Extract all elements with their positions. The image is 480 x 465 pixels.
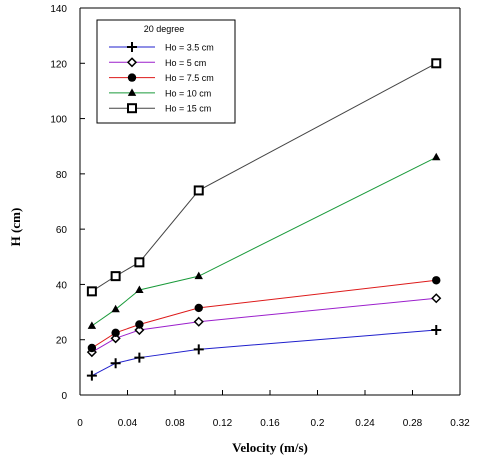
- data-point: [88, 321, 96, 329]
- data-point: [88, 344, 96, 352]
- x-tick-label: 0: [77, 418, 83, 429]
- legend-marker: [128, 104, 136, 112]
- x-axis-title: Velocity (m/s): [232, 440, 308, 455]
- data-point: [432, 59, 440, 67]
- y-tick-label: 0: [61, 391, 67, 402]
- y-tick-label: 60: [56, 225, 68, 236]
- legend-label: Ho = 7.5 cm: [165, 73, 214, 83]
- data-point: [112, 272, 120, 280]
- x-tick-label: 0.16: [260, 418, 280, 429]
- data-point: [432, 153, 440, 161]
- data-point: [111, 329, 119, 337]
- data-point: [431, 325, 441, 335]
- data-point: [195, 186, 203, 194]
- y-tick-label: 100: [50, 115, 67, 126]
- data-point: [88, 287, 96, 295]
- data-point: [111, 305, 119, 313]
- data-point: [432, 276, 440, 284]
- series-3: [88, 153, 441, 329]
- data-point: [87, 371, 97, 381]
- data-point: [195, 272, 203, 280]
- x-tick-label: 0.04: [118, 418, 138, 429]
- x-tick-label: 0.12: [213, 418, 233, 429]
- y-axis-title: H (cm): [8, 208, 23, 247]
- series-line: [92, 330, 436, 376]
- legend-label: Ho = 5 cm: [165, 58, 206, 68]
- data-point: [195, 304, 203, 312]
- x-tick-label: 0.08: [165, 418, 185, 429]
- y-tick-label: 20: [56, 336, 68, 347]
- legend-marker: [128, 73, 136, 81]
- data-point: [111, 358, 121, 368]
- y-tick-label: 40: [56, 280, 68, 291]
- data-point: [135, 258, 143, 266]
- legend-label: Ho = 15 cm: [165, 104, 211, 114]
- x-tick-label: 0.28: [403, 418, 423, 429]
- legend-label: Ho = 3.5 cm: [165, 43, 214, 53]
- series-line: [92, 280, 436, 348]
- legend-label: Ho = 10 cm: [165, 88, 211, 98]
- series-2: [88, 276, 441, 352]
- x-tick-label: 0.32: [450, 418, 470, 429]
- data-point: [194, 344, 204, 354]
- data-point: [432, 294, 440, 302]
- data-point: [134, 353, 144, 363]
- data-point: [195, 318, 203, 326]
- legend: 20 degree Ho = 3.5 cm Ho = 5 cm Ho = 7.5 cm…: [97, 20, 235, 123]
- legend-title: 20 degree: [144, 24, 185, 34]
- y-tick-label: 80: [56, 170, 68, 181]
- x-tick-label: 0.24: [355, 418, 375, 429]
- y-tick-label: 120: [50, 59, 67, 70]
- data-point: [135, 320, 143, 328]
- x-tick-label: 0.2: [311, 418, 325, 429]
- y-tick-label: 140: [50, 4, 67, 15]
